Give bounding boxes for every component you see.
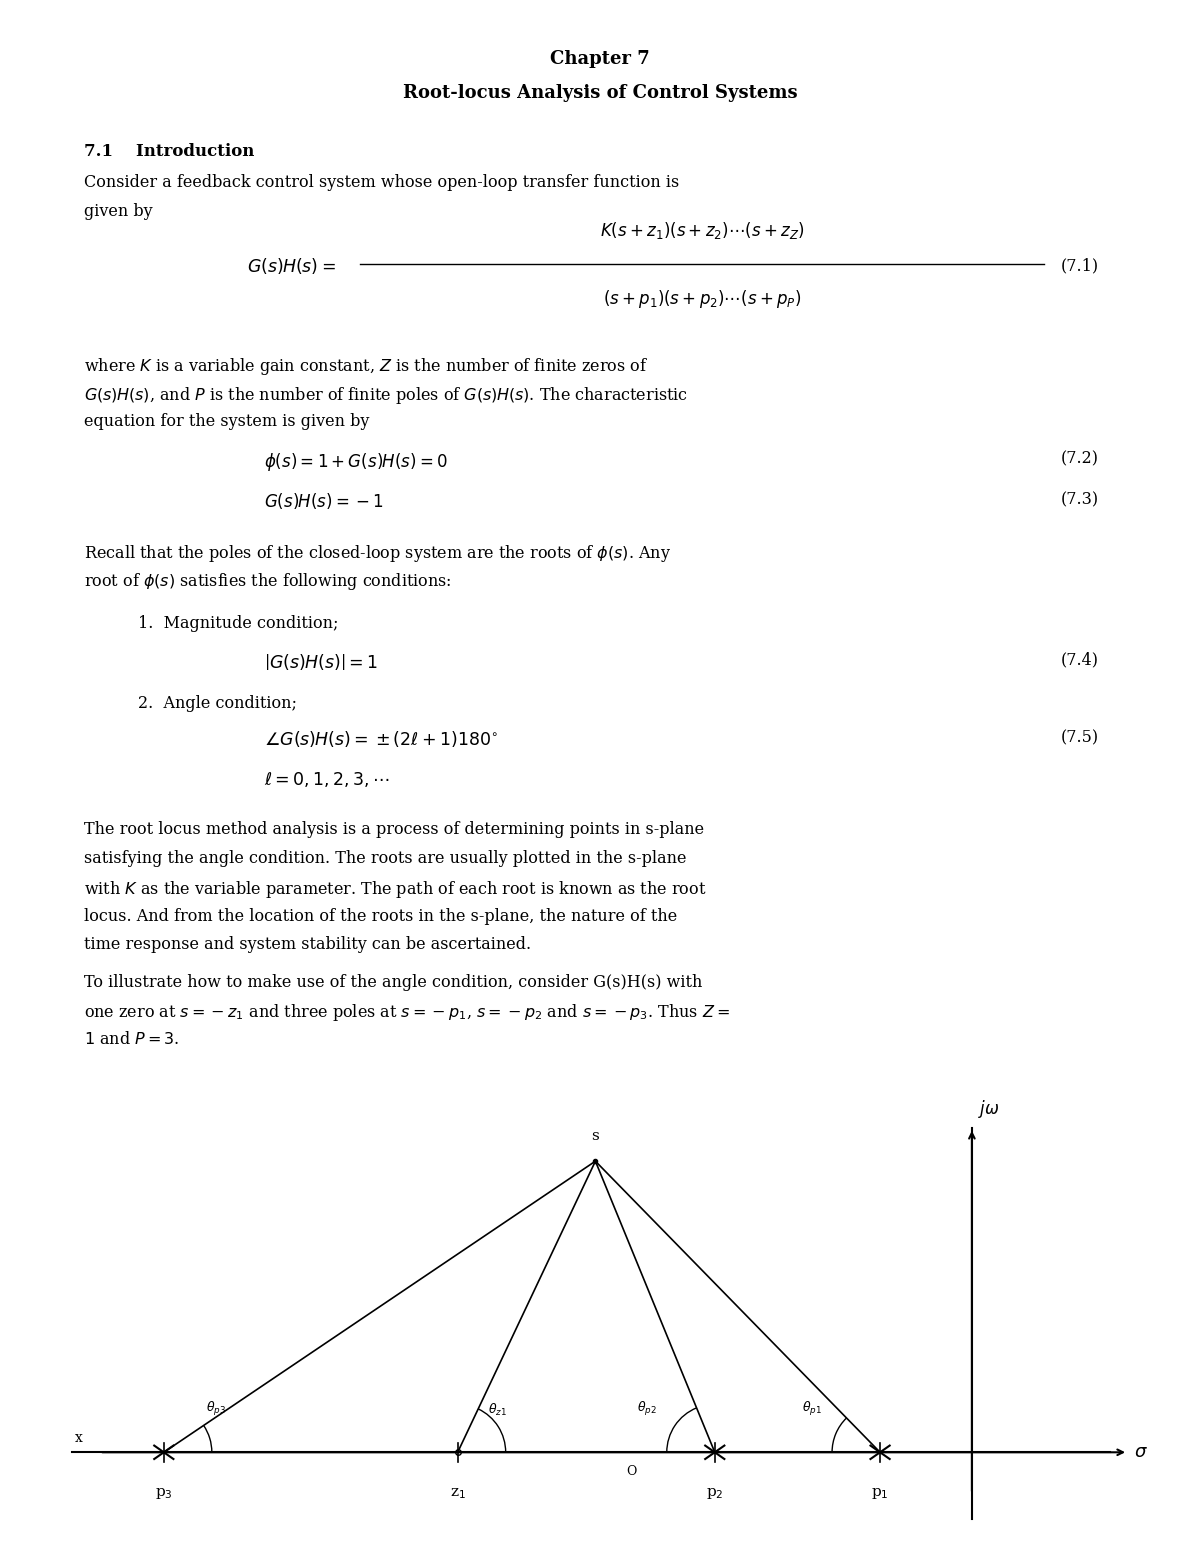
Text: p$_3$: p$_3$ [155,1486,173,1502]
Text: $\left|G(s)H(s)\right| = 1$: $\left|G(s)H(s)\right| = 1$ [264,652,378,672]
Text: p$_2$: p$_2$ [706,1486,724,1502]
Text: The root locus method analysis is a process of determining points in s-plane: The root locus method analysis is a proc… [84,822,704,839]
Text: where $K$ is a variable gain constant, $Z$ is the number of finite zeros of: where $K$ is a variable gain constant, $… [84,356,648,377]
Text: root of $\phi(s)$ satisfies the following conditions:: root of $\phi(s)$ satisfies the followin… [84,572,451,592]
Text: x: x [74,1430,83,1444]
Text: O: O [626,1464,637,1478]
Text: (7.5): (7.5) [1061,730,1099,747]
Text: $\theta_{p3}$: $\theta_{p3}$ [206,1401,226,1418]
Text: $\ell = 0, 1, 2, 3, \cdots$: $\ell = 0, 1, 2, 3, \cdots$ [264,770,390,789]
Text: To illustrate how to make use of the angle condition, consider G(s)H(s) with: To illustrate how to make use of the ang… [84,974,702,991]
Text: $G(s)H(s)$, and $P$ is the number of finite poles of $G(s)H(s)$. The characteris: $G(s)H(s)$, and $P$ is the number of fin… [84,385,688,405]
Text: $\sigma$: $\sigma$ [1134,1443,1148,1461]
Text: given by: given by [84,203,152,219]
Text: $G(s)H(s) = -1$: $G(s)H(s) = -1$ [264,491,384,511]
Text: 1.  Magnitude condition;: 1. Magnitude condition; [138,615,338,632]
Text: $\angle G(s)H(s) = \pm(2\ell + 1)180^{\circ}$: $\angle G(s)H(s) = \pm(2\ell + 1)180^{\c… [264,730,498,750]
Text: 2.  Angle condition;: 2. Angle condition; [138,696,298,711]
Text: (7.4): (7.4) [1061,652,1099,669]
Text: one zero at $s = -z_1$ and three poles at $s = -p_1$, $s = -p_2$ and $s = -p_3$.: one zero at $s = -z_1$ and three poles a… [84,1002,730,1023]
Text: $\theta_{z1}$: $\theta_{z1}$ [487,1402,506,1418]
Text: $\theta_{p2}$: $\theta_{p2}$ [637,1401,656,1418]
Text: time response and system stability can be ascertained.: time response and system stability can b… [84,936,532,954]
Text: equation for the system is given by: equation for the system is given by [84,413,370,430]
Text: $1$ and $P = 3$.: $1$ and $P = 3$. [84,1031,180,1048]
Text: (7.1): (7.1) [1061,258,1099,275]
Text: with $K$ as the variable parameter. The path of each root is known as the root: with $K$ as the variable parameter. The … [84,879,707,899]
Text: satisfying the angle condition. The roots are usually plotted in the s-plane: satisfying the angle condition. The root… [84,849,686,867]
Text: z$_1$: z$_1$ [450,1486,466,1502]
Text: Consider a feedback control system whose open-loop transfer function is: Consider a feedback control system whose… [84,174,679,191]
Text: s: s [592,1129,599,1143]
Text: 7.1    Introduction: 7.1 Introduction [84,143,254,160]
Text: (7.3): (7.3) [1061,491,1099,508]
Text: Recall that the poles of the closed-loop system are the roots of $\phi(s)$. Any: Recall that the poles of the closed-loop… [84,542,671,564]
Text: (7.2): (7.2) [1061,450,1099,467]
Text: locus. And from the location of the roots in the s-plane, the nature of the: locus. And from the location of the root… [84,907,677,924]
Text: $\phi(s) = 1 + G(s)H(s) = 0$: $\phi(s) = 1 + G(s)H(s) = 0$ [264,450,448,472]
Text: $(s + p_1)(s + p_2)\cdots(s + p_P)$: $(s + p_1)(s + p_2)\cdots(s + p_P)$ [602,287,802,309]
Text: Root-locus Analysis of Control Systems: Root-locus Analysis of Control Systems [403,84,797,102]
Text: Chapter 7: Chapter 7 [550,50,650,68]
Text: $G(s)H(s) =$: $G(s)H(s) =$ [247,256,336,276]
Text: $j\omega$: $j\omega$ [978,1098,1000,1120]
Text: $\theta_{p1}$: $\theta_{p1}$ [802,1401,822,1418]
Text: $K(s + z_1)(s + z_2)\cdots(s + z_Z)$: $K(s + z_1)(s + z_2)\cdots(s + z_Z)$ [600,221,804,241]
Text: p$_1$: p$_1$ [871,1486,889,1502]
